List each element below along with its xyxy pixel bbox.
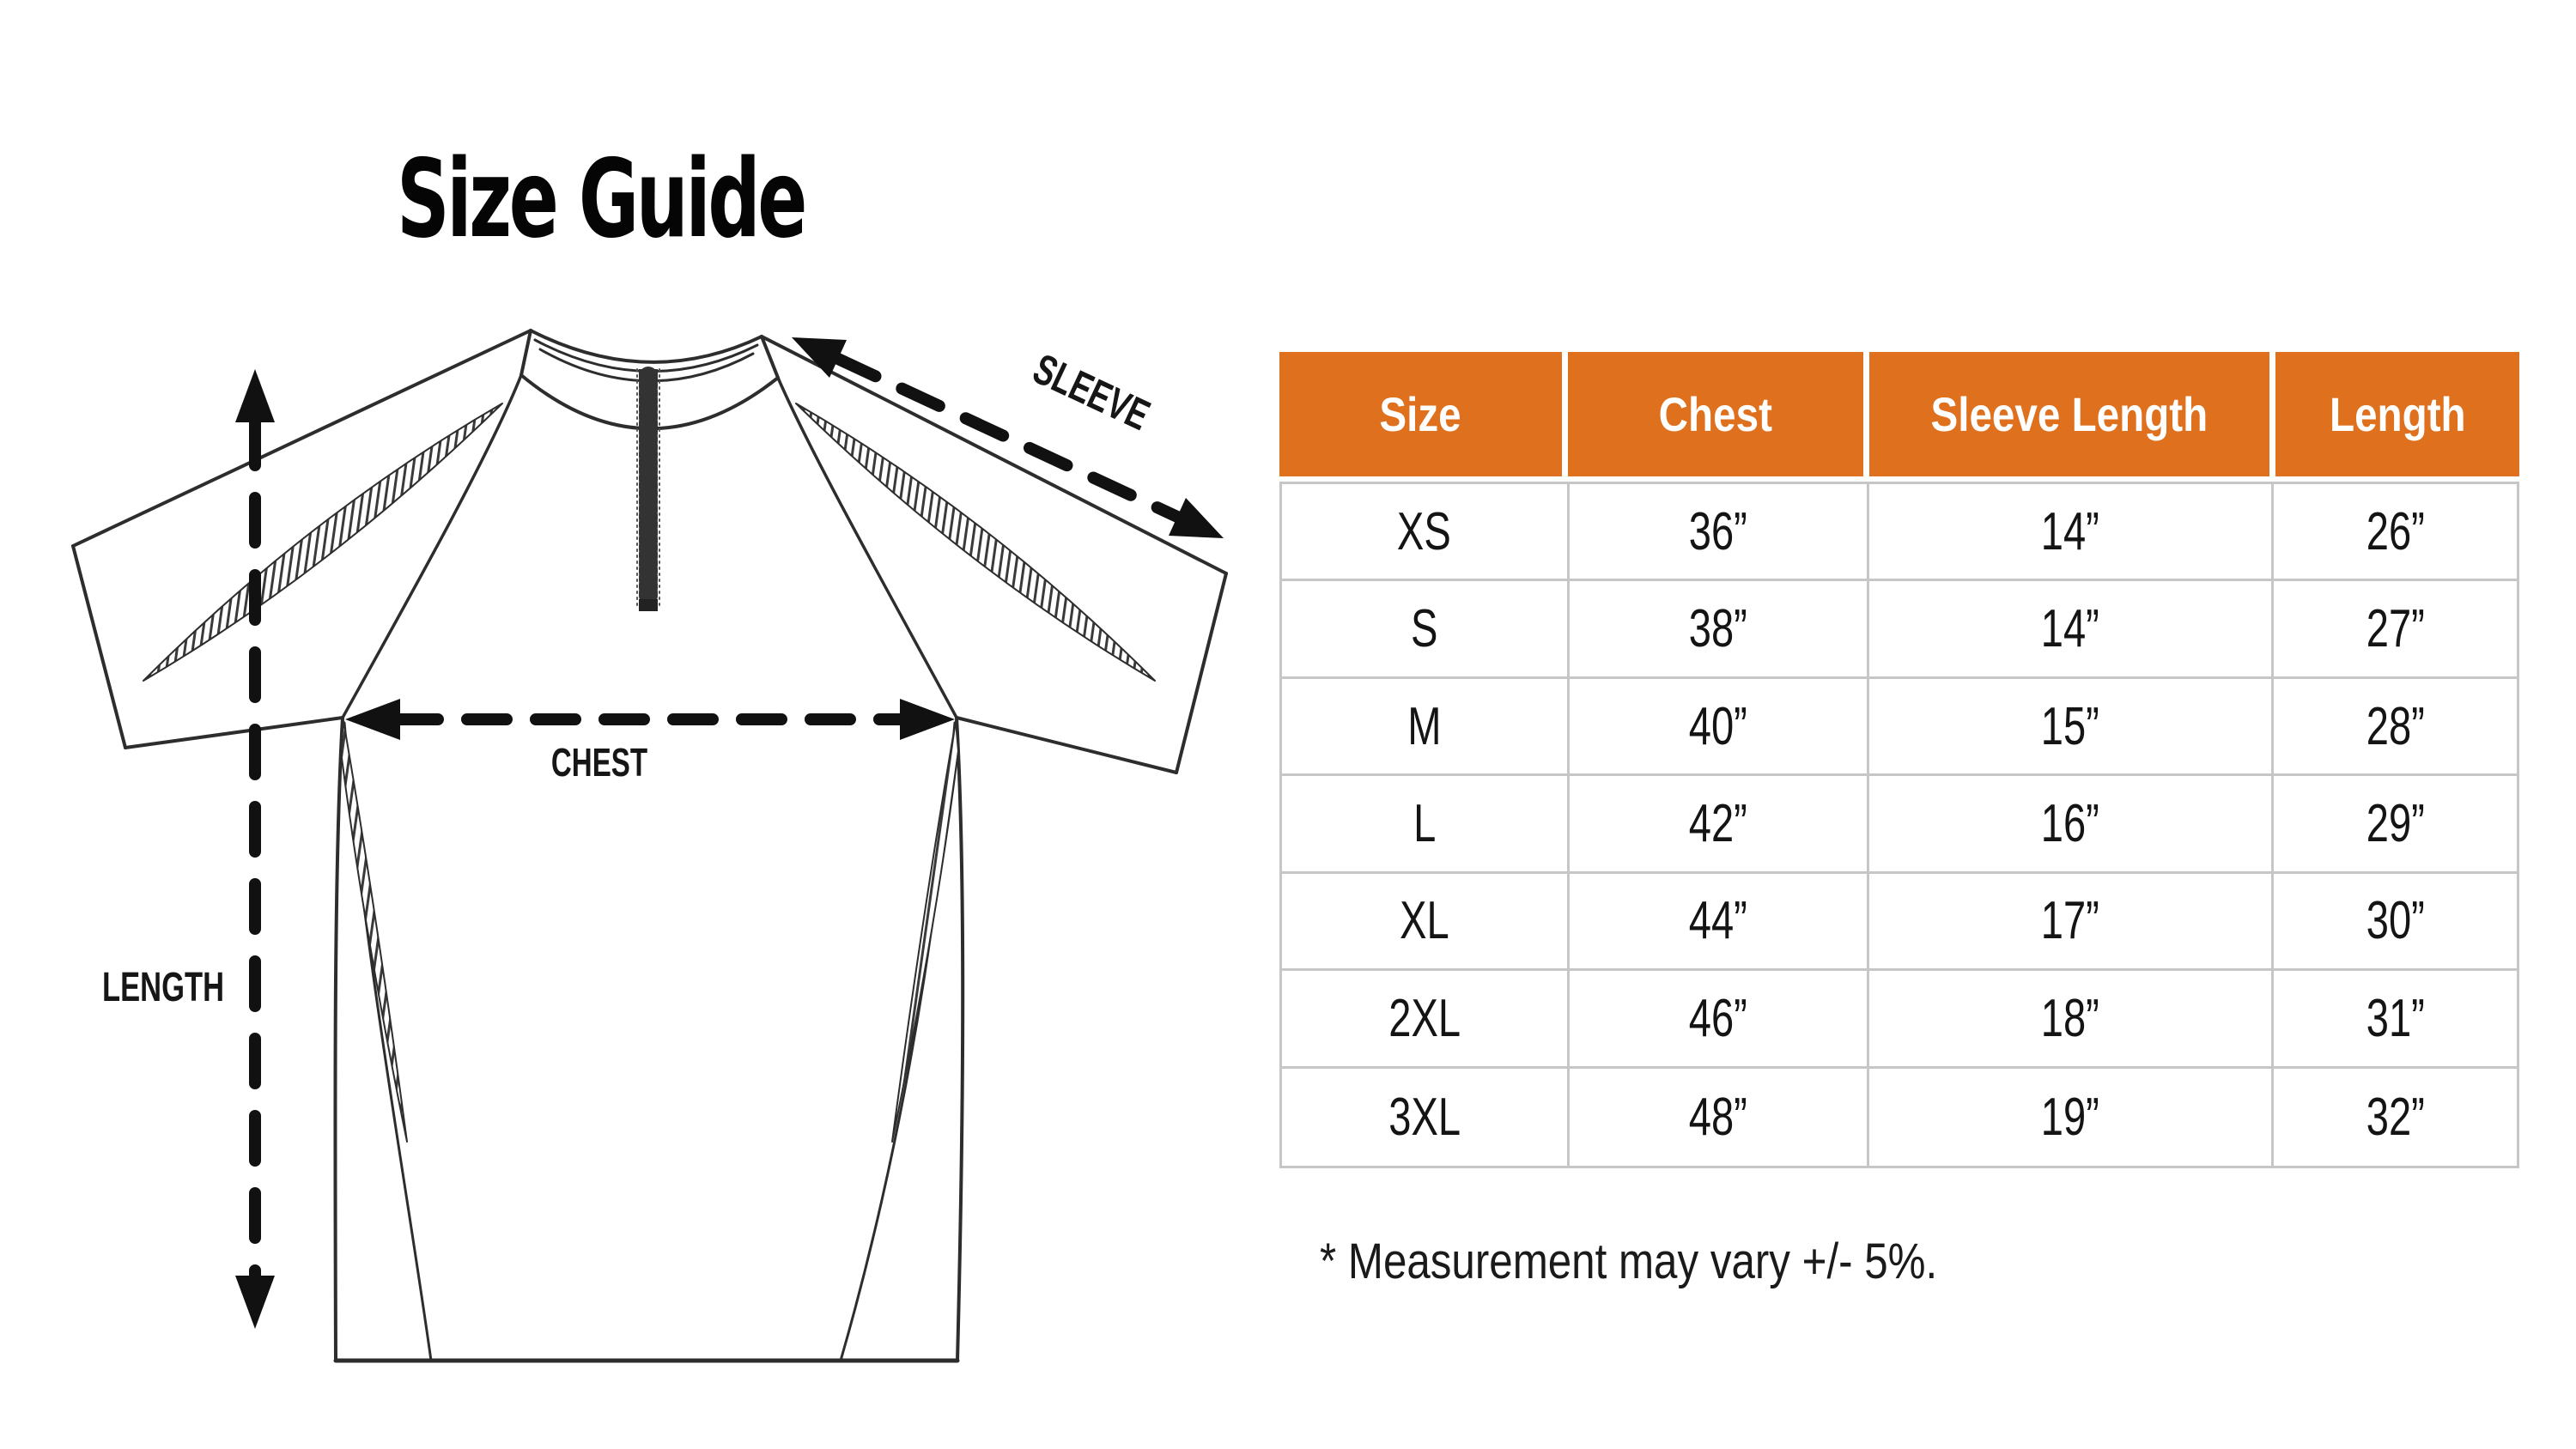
measurement-disclaimer: * Measurement may vary +/- 5%. (1320, 1234, 1938, 1289)
zipper (636, 367, 660, 611)
table-cell-length: 31” (2274, 971, 2517, 1069)
table-cell-size: M (1282, 678, 1570, 777)
table-cell-sleeve: 15” (1869, 678, 2275, 777)
table-cell-chest: 42” (1569, 776, 1870, 874)
column-header-length: Length (2275, 352, 2519, 476)
table-cell-sleeve: 14” (1869, 581, 2275, 679)
table-cell-chest: 44” (1569, 873, 1870, 972)
table-cell-size: XS (1282, 484, 1570, 582)
table-cell-size: S (1282, 581, 1570, 679)
column-header-sleeve-length: Sleeve Length (1869, 352, 2275, 476)
chest-label: CHEST (551, 742, 648, 785)
table-cell-sleeve: 19” (1869, 1068, 2275, 1166)
size-chart-table: Size Chest Sleeve Length Length XS 36” 1… (1279, 352, 2519, 1168)
table-cell-chest: 48” (1569, 1068, 1870, 1166)
table-cell-length: 29” (2274, 776, 2517, 874)
chest-arrow (345, 699, 955, 740)
left-shoulder-insert (143, 403, 503, 682)
table-header-row: Size Chest Sleeve Length Length (1279, 352, 2519, 476)
left-side-insert (340, 720, 408, 1143)
table-cell-sleeve: 14” (1869, 484, 2275, 582)
column-header-chest: Chest (1568, 352, 1869, 476)
sleeve-label: SLEEVE (1026, 345, 1157, 440)
page-title: Size Guide (397, 136, 807, 262)
table-cell-size: XL (1282, 873, 1570, 972)
table-cell-chest: 40” (1569, 678, 1870, 777)
table-cell-length: 26” (2274, 484, 2517, 582)
table-cell-size: 3XL (1282, 1068, 1570, 1166)
table-cell-length: 30” (2274, 873, 2517, 972)
table-cell-sleeve: 17” (1869, 873, 2275, 972)
column-header-label: Chest (1658, 387, 1773, 441)
shirt-measurement-diagram: LENGTH CHEST SLEEVE (71, 329, 1228, 1363)
sleeve-arrow (792, 337, 1224, 538)
length-arrow (235, 369, 275, 1329)
table-cell-length: 28” (2274, 678, 2517, 777)
right-shoulder-insert (795, 403, 1156, 682)
length-label: LENGTH (102, 963, 224, 1009)
right-side-insert (891, 720, 959, 1143)
table-cell-sleeve: 18” (1869, 971, 2275, 1069)
table-body: XS 36” 14” 26” S 38” 14” 27” M 40” 15” 2… (1279, 482, 2519, 1168)
shirt-hatched-panels (143, 403, 1156, 1143)
column-header-size: Size (1279, 352, 1568, 476)
table-cell-size: L (1282, 776, 1570, 874)
table-cell-size: 2XL (1282, 971, 1570, 1069)
table-cell-chest: 38” (1569, 581, 1870, 679)
table-cell-length: 27” (2274, 581, 2517, 679)
table-cell-chest: 46” (1569, 971, 1870, 1069)
column-header-label: Size (1379, 387, 1462, 441)
table-cell-chest: 36” (1569, 484, 1870, 582)
column-header-label: Sleeve Length (1930, 387, 2208, 441)
table-cell-sleeve: 16” (1869, 776, 2275, 874)
table-cell-length: 32” (2274, 1068, 2517, 1166)
column-header-label: Length (2329, 387, 2466, 441)
